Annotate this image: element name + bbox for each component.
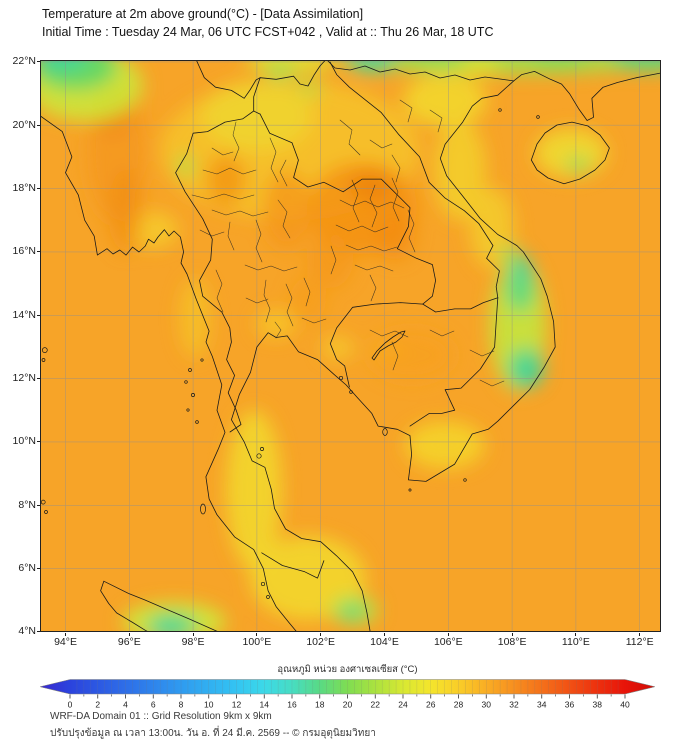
map-canvas — [27, 36, 676, 642]
lon-axis-tick — [511, 632, 513, 636]
lon-axis-tick — [575, 632, 577, 636]
footer-update-info: ปรับปรุงข้อมูล ณ เวลา 13:00น. วัน อ. ที่… — [50, 728, 376, 739]
lon-axis-tick — [639, 632, 641, 636]
lat-axis-label: 4°N — [18, 625, 36, 638]
colorbar-tick-label: 28 — [454, 700, 464, 710]
lon-axis-label: 94°E — [54, 636, 77, 648]
lat-axis-label: 16°N — [12, 245, 36, 258]
lon-axis-label: 106°E — [433, 636, 463, 648]
colorbar-tick-label: 10 — [204, 700, 214, 710]
lat-axis-tick — [36, 378, 40, 380]
lon-axis-label: 110°E — [561, 636, 590, 648]
lon-axis-label: 104°E — [370, 636, 399, 648]
temperature-map-svg — [27, 36, 676, 642]
lat-axis-label: 18°N — [12, 182, 36, 195]
page-title: Temperature at 2m above ground(°C) - [Da… — [42, 7, 364, 21]
lat-axis-tick — [36, 124, 40, 126]
lat-axis-label: 10°N — [12, 435, 36, 448]
islands — [40, 108, 540, 599]
colorbar-tick-label: 6 — [151, 700, 156, 710]
temperature-field — [27, 36, 676, 642]
lat-axis-tick — [36, 568, 40, 570]
map-frame — [40, 60, 661, 632]
province-borders — [191, 99, 505, 387]
footer-domain-info: WRF-DA Domain 01 :: Grid Resolution 9km … — [50, 711, 272, 722]
colorbar-tick-label: 30 — [482, 700, 492, 710]
colorbar-tick-label: 36 — [565, 700, 575, 710]
lat-axis-label: 20°N — [12, 118, 36, 131]
lon-axis-tick — [320, 632, 322, 636]
colorbar-tick-label: 40 — [620, 700, 630, 710]
colorbar-tick-label: 8 — [179, 700, 184, 710]
colorbar-tick-label: 2 — [95, 700, 100, 710]
lat-axis-label: 14°N — [12, 308, 36, 321]
colorbar-tick-label: 20 — [343, 700, 353, 710]
colorbar-tick-label: 12 — [232, 700, 242, 710]
lon-axis-label: 96°E — [117, 636, 141, 648]
gridlines — [40, 60, 661, 632]
colorbar-tick-label: 34 — [537, 700, 547, 710]
lat-axis-label: 12°N — [12, 372, 36, 385]
lon-axis-tick — [256, 632, 258, 636]
colorbar-tick-label: 22 — [371, 700, 381, 710]
colorbar-tick-label: 14 — [260, 700, 270, 710]
lat-axis-label: 8°N — [18, 498, 36, 511]
lat-axis-label: 22°N — [12, 55, 36, 68]
colorbar-gradient-bar — [40, 679, 655, 695]
lon-axis-tick — [192, 632, 194, 636]
colorbar-tick-label: 38 — [593, 700, 603, 710]
lat-axis-tick — [36, 314, 40, 316]
lon-axis-tick — [128, 632, 130, 636]
coastlines — [39, 71, 662, 633]
lon-axis-tick — [384, 632, 386, 636]
lon-axis-tick — [65, 632, 67, 636]
lat-axis-tick — [36, 631, 40, 633]
colorbar-tick-label: 0 — [68, 700, 73, 710]
colorbar-tick-label: 18 — [315, 700, 325, 710]
colorbar: 0 2 4 6 8 10 12 14 16 18 20 22 24 26 28 30 32 34 36 38 40 — [40, 679, 655, 710]
country-borders — [175, 59, 515, 579]
colorbar-tick-label: 16 — [287, 700, 297, 710]
colorbar-label: อุณหภูมิ หน่วย องศาเซลเซียส (°C) — [277, 664, 418, 675]
lon-axis-label: 102°E — [306, 636, 336, 648]
lon-axis-label: 112°E — [625, 636, 654, 648]
lat-axis-tick — [36, 441, 40, 443]
lat-axis-tick — [36, 188, 40, 190]
lon-axis-label: 108°E — [497, 636, 527, 648]
lat-axis-tick — [36, 61, 40, 63]
lat-axis-label: 6°N — [18, 562, 36, 575]
lat-axis-tick — [36, 251, 40, 253]
page-subtitle: Initial Time : Tuesday 24 Mar, 06 UTC FC… — [42, 25, 494, 39]
lon-axis-tick — [447, 632, 449, 636]
colorbar-tick-label: 32 — [509, 700, 519, 710]
lat-axis-tick — [36, 504, 40, 506]
lon-axis-label: 98°E — [181, 636, 205, 648]
colorbar-tick-label: 26 — [426, 700, 436, 710]
colorbar-tick-label: 4 — [123, 700, 128, 710]
colorbar-tick-label: 24 — [398, 700, 408, 710]
lon-axis-label: 100°E — [242, 636, 272, 648]
